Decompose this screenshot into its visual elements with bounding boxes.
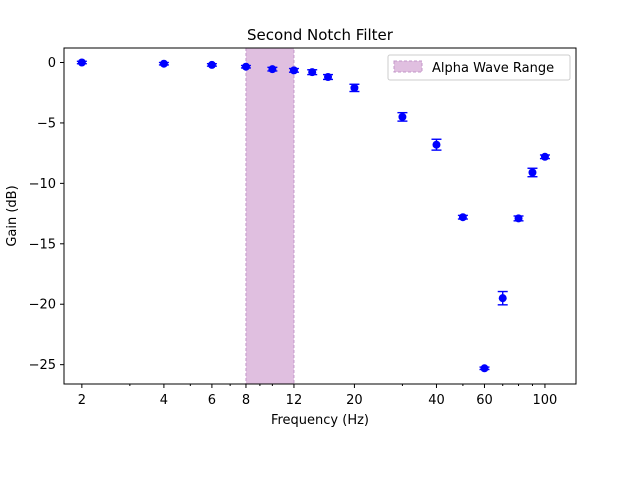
data-marker bbox=[350, 83, 359, 92]
data-point bbox=[323, 73, 334, 82]
x-tick-label: 2 bbox=[78, 393, 86, 408]
data-marker bbox=[77, 58, 86, 67]
data-marker bbox=[514, 214, 523, 223]
data-marker bbox=[540, 152, 549, 161]
data-point bbox=[307, 68, 318, 77]
data-marker bbox=[241, 62, 250, 71]
data-point bbox=[457, 213, 468, 222]
x-tick-label: 12 bbox=[286, 393, 303, 408]
data-marker bbox=[528, 168, 537, 177]
data-point bbox=[539, 152, 550, 161]
data-marker bbox=[432, 140, 441, 149]
data-point bbox=[479, 364, 490, 373]
alpha-wave-span bbox=[245, 47, 295, 385]
y-tick-label: −25 bbox=[29, 358, 56, 373]
data-point bbox=[267, 65, 278, 74]
data-point bbox=[527, 167, 538, 178]
y-tick-label: −5 bbox=[37, 116, 56, 131]
alpha-span-layer bbox=[245, 47, 295, 385]
legend-box bbox=[387, 54, 571, 81]
data-point bbox=[513, 214, 524, 223]
data-point bbox=[158, 59, 169, 68]
data-marker bbox=[289, 66, 298, 75]
x-tick-label: 4 bbox=[160, 393, 168, 408]
data-marker bbox=[159, 59, 168, 68]
legend: Alpha Wave Range bbox=[387, 54, 571, 81]
data-marker bbox=[480, 364, 489, 373]
data-marker bbox=[207, 60, 216, 69]
x-tick-label: 60 bbox=[476, 393, 493, 408]
y-axis-label: Gain (dB) bbox=[5, 185, 20, 246]
y-tick-label: −20 bbox=[29, 298, 56, 313]
data-point bbox=[431, 138, 442, 151]
data-marker bbox=[498, 294, 507, 303]
data-point bbox=[497, 290, 508, 306]
legend-label-alpha: Alpha Wave Range bbox=[432, 61, 554, 76]
x-tick-label: 8 bbox=[242, 393, 250, 408]
data-point bbox=[288, 66, 299, 75]
x-tick-label: 100 bbox=[533, 393, 558, 408]
data-point bbox=[240, 62, 251, 71]
x-tick-label: 20 bbox=[346, 393, 363, 408]
data-points bbox=[76, 58, 550, 373]
y-tick-label: −15 bbox=[29, 237, 56, 252]
data-point bbox=[397, 111, 408, 122]
data-marker bbox=[458, 213, 467, 222]
data-marker bbox=[308, 68, 317, 77]
data-marker bbox=[324, 73, 333, 82]
x-tick-label: 40 bbox=[428, 393, 445, 408]
data-marker bbox=[398, 112, 407, 121]
data-point bbox=[206, 60, 217, 69]
y-tick-label: 0 bbox=[48, 56, 56, 71]
data-point bbox=[76, 58, 87, 67]
legend-swatch-alpha bbox=[393, 60, 423, 73]
data-marker bbox=[268, 65, 277, 74]
y-tick-label: −10 bbox=[29, 177, 56, 192]
x-axis-label: Frequency (Hz) bbox=[271, 413, 369, 428]
chart-title: Second Notch Filter bbox=[247, 26, 394, 44]
data-point bbox=[349, 83, 360, 93]
x-tick-label: 6 bbox=[208, 393, 216, 408]
plot-area-frame bbox=[63, 47, 577, 385]
